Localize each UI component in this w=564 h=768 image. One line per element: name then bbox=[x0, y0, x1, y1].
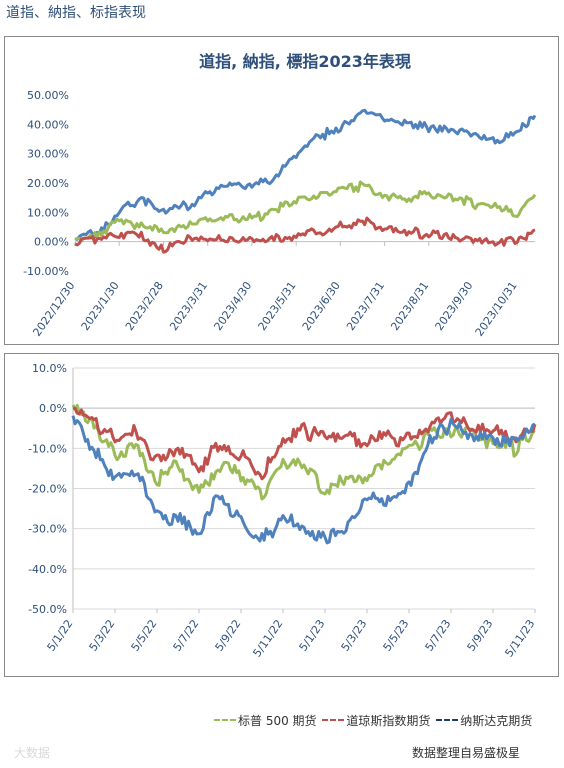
legend-swatch-dow bbox=[322, 719, 345, 721]
x-tick-label: 2023/7/31 bbox=[344, 279, 387, 333]
series-line-0 bbox=[71, 403, 536, 501]
y-tick-label: -40.0% bbox=[28, 563, 67, 576]
chart-panel-history: 10.0% 0.0% -10.0% -20.0% -30.0% -40.0% -50.0% 5… bbox=[4, 353, 559, 677]
legend-label-dow: 道琼斯指数期货 bbox=[346, 713, 431, 728]
y-tick-label: 0.0% bbox=[39, 402, 67, 415]
y-tick-label: 10.00% bbox=[27, 206, 69, 219]
x-tick-label: 2023/4/30 bbox=[211, 279, 254, 333]
x-tick-label: 5/9/23 bbox=[465, 617, 496, 653]
x-tick-label: 5/5/23 bbox=[381, 617, 412, 653]
x-tick-label: 5/11/22 bbox=[250, 617, 285, 659]
x-tick-label: 2023/2/28 bbox=[123, 279, 166, 333]
x-tick-label: 5/1/23 bbox=[297, 617, 328, 653]
y-tick-label: 20.00% bbox=[27, 177, 69, 190]
x-tick-label: 2023/6/30 bbox=[300, 279, 343, 333]
y-tick-label: -50.0% bbox=[28, 603, 67, 616]
legend-swatch-nasdaq bbox=[436, 719, 459, 721]
x-tick-label: 5/9/22 bbox=[213, 617, 244, 653]
chart-panel-2023: 道指, 納指, 標指2023年表現 50.00% 40.00% 30.00% 20.00… bbox=[4, 36, 559, 345]
x-tick-label: 2023/9/30 bbox=[433, 279, 476, 333]
x-tick-label: 2023/10/31 bbox=[473, 279, 520, 338]
chart-title: 道指, 納指, 標指2023年表現 bbox=[199, 52, 411, 71]
x-tick-label: 5/1/22 bbox=[45, 617, 76, 653]
y-tick-label: -10.00% bbox=[23, 265, 69, 278]
legend-item-dow: 道琼斯指数期货 bbox=[322, 712, 430, 729]
y-tick-label: -30.0% bbox=[28, 523, 67, 536]
x-tick-label: 2023/1/30 bbox=[79, 279, 122, 333]
legend-swatch-sp500 bbox=[214, 719, 236, 721]
x-tick-label: 5/3/22 bbox=[87, 617, 118, 653]
series-line-2 bbox=[74, 216, 536, 254]
legend-item-sp500: 标普 500 期货 bbox=[214, 712, 317, 729]
x-tick-label: 5/7/23 bbox=[423, 617, 454, 653]
y-tick-label: -20.0% bbox=[28, 483, 67, 496]
x-tick-label: 5/5/22 bbox=[129, 617, 160, 653]
x-tick-label: 5/3/23 bbox=[339, 617, 370, 653]
x-tick-label: 2023/8/31 bbox=[388, 279, 431, 333]
x-tick-label: 2023/5/31 bbox=[256, 279, 299, 333]
legend-label-nasdaq: 纳斯达克期货 bbox=[460, 713, 533, 728]
chart-legend: 标普 500 期货 道琼斯指数期货 纳斯达克期货 bbox=[214, 710, 562, 729]
y-tick-label: 0.00% bbox=[34, 236, 69, 249]
y-tick-label: 10.0% bbox=[32, 362, 67, 375]
x-tick-label: 5/11/23 bbox=[502, 617, 537, 659]
x-tick-label: 2023/3/31 bbox=[167, 279, 210, 333]
x-tick-label: 2022/12/30 bbox=[30, 279, 77, 338]
series-line-1 bbox=[74, 180, 537, 243]
page-heading: 道指、納指、标指表现 bbox=[6, 5, 146, 21]
y-tick-label: 40.00% bbox=[27, 118, 69, 131]
y-tick-label: 50.00% bbox=[27, 89, 69, 102]
chart-history-drawdown: 10.0%0.0%-10.0%-20.0%-30.0%-40.0%-50.0%5… bbox=[28, 362, 537, 659]
legend-item-nasdaq: 纳斯达克期货 bbox=[436, 712, 532, 729]
chart-2023-performance: 道指, 納指, 標指2023年表現 50.00% 40.00% 30.00% 20.00… bbox=[23, 52, 537, 339]
watermark-logo: 大数据 bbox=[14, 746, 51, 760]
series-line-0 bbox=[74, 108, 537, 241]
data-source-credit: 数据整理自易盛极星 bbox=[412, 746, 521, 760]
series-line-1 bbox=[72, 406, 537, 481]
y-tick-label: 30.00% bbox=[27, 148, 69, 161]
x-tick-label: 5/7/22 bbox=[171, 617, 202, 653]
legend-label-sp500: 标普 500 期货 bbox=[238, 713, 317, 728]
series-line-2 bbox=[71, 415, 536, 545]
y-tick-label: -10.0% bbox=[28, 442, 67, 455]
